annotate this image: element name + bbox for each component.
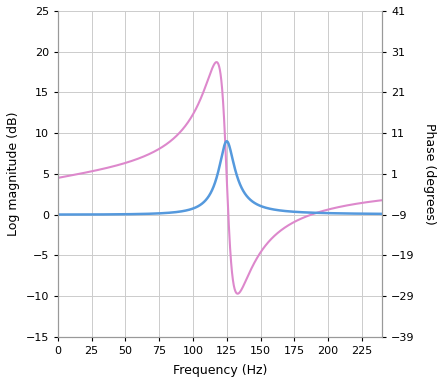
Y-axis label: Phase (degrees): Phase (degrees) <box>423 123 436 225</box>
Y-axis label: Log magnitude (dB): Log magnitude (dB) <box>7 112 20 236</box>
X-axis label: Frequency (Hz): Frequency (Hz) <box>173 364 267 377</box>
